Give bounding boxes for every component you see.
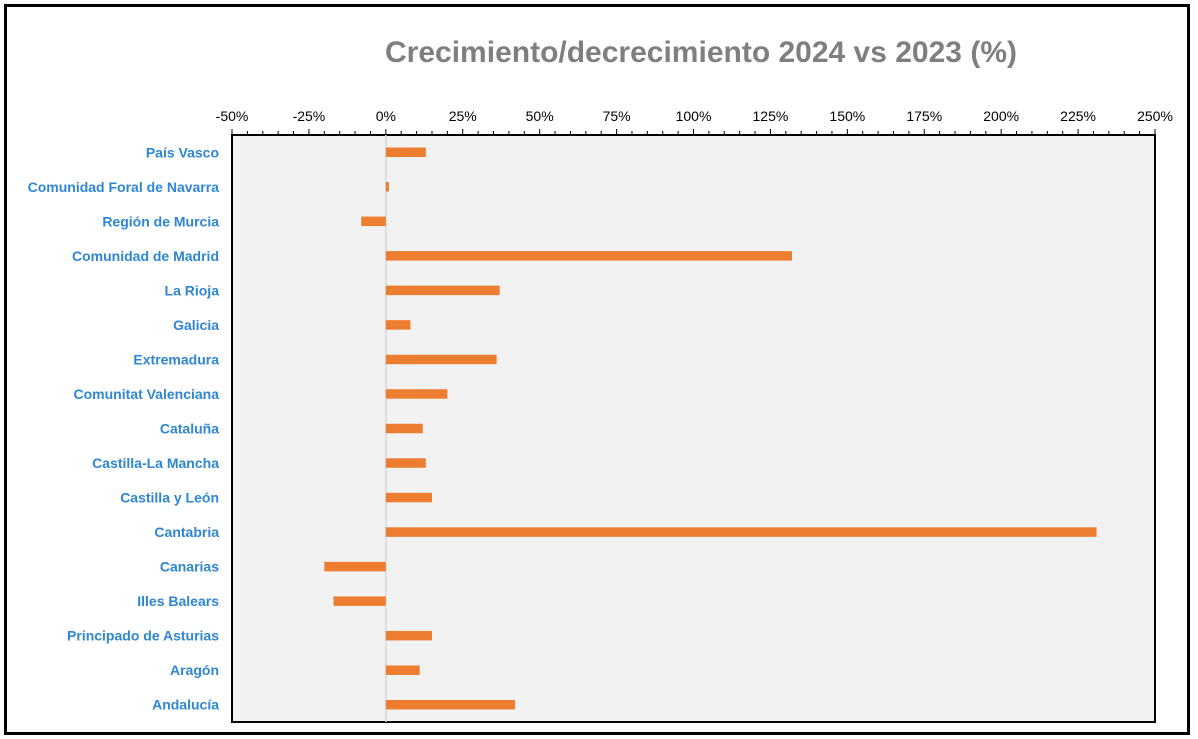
bar <box>385 492 432 503</box>
category-label: País Vasco <box>146 144 219 160</box>
category-label: Cantabria <box>154 524 219 540</box>
category-label: Castilla-La Mancha <box>92 455 219 471</box>
bar <box>385 423 423 434</box>
bar <box>385 320 411 330</box>
bar <box>385 665 420 675</box>
category-label: Comunidad de Madrid <box>72 248 219 264</box>
category-label: Andalucía <box>152 697 219 713</box>
category-label: Cataluña <box>160 421 219 437</box>
x-tick-label: 100% <box>676 108 712 124</box>
x-tick-label: -25% <box>293 108 326 124</box>
x-tick-label: 50% <box>526 108 554 124</box>
category-label: Comunitat Valenciana <box>74 386 220 402</box>
x-tick-label: 125% <box>753 108 789 124</box>
bar <box>385 285 500 296</box>
bar <box>385 458 426 468</box>
category-label: Illes Balears <box>137 593 219 609</box>
bar <box>385 182 389 192</box>
bar <box>385 389 448 399</box>
category-label: Castilla y León <box>120 490 219 506</box>
category-label: Principado de Asturias <box>67 628 219 644</box>
bar <box>385 251 792 261</box>
category-label: Extremadura <box>133 351 219 367</box>
x-tick-label: 0% <box>376 108 396 124</box>
x-tick-label: 200% <box>983 108 1019 124</box>
bar <box>324 561 386 572</box>
bar <box>385 699 516 710</box>
bar <box>385 630 432 641</box>
bar <box>385 147 426 158</box>
bar <box>385 354 497 365</box>
category-label: Aragón <box>170 662 219 678</box>
x-tick-label: -50% <box>216 108 249 124</box>
x-tick-label: 175% <box>906 108 942 124</box>
category-label: Canarias <box>160 559 219 575</box>
bar <box>385 527 1097 537</box>
bar <box>333 596 386 606</box>
bar <box>361 216 386 227</box>
category-label: Comunidad Foral de Navarra <box>28 179 220 195</box>
x-tick-label: 75% <box>603 108 631 124</box>
chart-title: Crecimiento/decrecimiento 2024 vs 2023 (… <box>385 36 1017 69</box>
x-tick-label: 250% <box>1137 108 1173 124</box>
category-label: Región de Murcia <box>102 213 219 229</box>
category-label: La Rioja <box>165 282 220 298</box>
x-tick-label: 150% <box>829 108 865 124</box>
category-label: Galicia <box>173 317 219 333</box>
x-tick-label: 225% <box>1060 108 1096 124</box>
x-tick-label: 25% <box>449 108 477 124</box>
